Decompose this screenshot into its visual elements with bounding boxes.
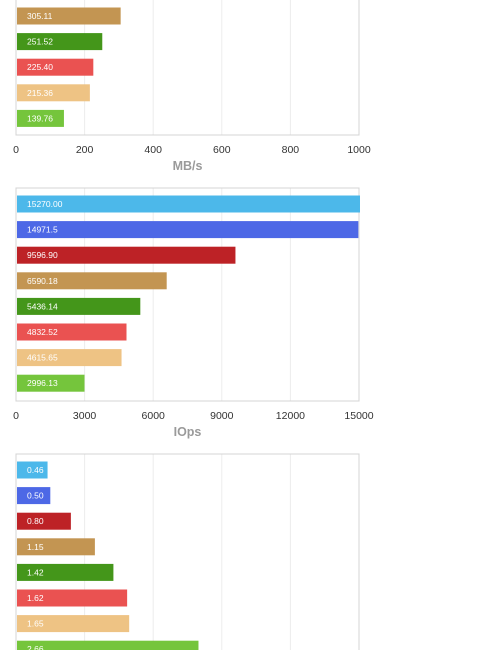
bar-value-label: 6590.18: [27, 276, 58, 286]
chart-panel-3: 0.46 0.50 0.80 1.15 1.42 1.62 1.65 2.66: [15, 453, 360, 650]
bar-value-label: 1.42: [27, 567, 44, 577]
bar-value-label: 0.80: [27, 516, 44, 526]
bar: [17, 7, 121, 25]
bar: [17, 272, 167, 290]
plot-frame: [15, 187, 360, 402]
plot-frame: [15, 453, 360, 650]
bar-value-label: 0.50: [27, 491, 44, 501]
x-tick-label: 0: [13, 144, 19, 156]
x-tick-label: 800: [282, 144, 300, 156]
bar: [17, 538, 95, 556]
x-tick-label: 9000: [210, 410, 234, 422]
x-tick-label: 6000: [142, 410, 166, 422]
bar-value-label: 225.40: [27, 62, 53, 72]
bar-value-label: 1.15: [27, 542, 44, 552]
bar-value-label: 14971.5: [27, 225, 58, 235]
x-tick-label: 400: [144, 144, 162, 156]
x-axis-title: MB/s: [173, 159, 203, 173]
bar: [17, 374, 85, 392]
bar: [17, 589, 128, 607]
chart-panel-2: 15270.00 14971.5 9596.90 6590.18 5436.14 4832…: [13, 187, 374, 439]
bar: [17, 221, 359, 239]
bar-value-label: 0.46: [27, 465, 44, 475]
x-axis-title: IOps: [174, 425, 202, 439]
bar: [17, 461, 48, 479]
bar-value-label: 15270.00: [27, 199, 63, 209]
bar-value-label: 1.65: [27, 619, 44, 629]
bar-value-label: 139.76: [27, 113, 53, 123]
plot-frame: [15, 0, 360, 136]
x-tick-label: 600: [213, 144, 231, 156]
x-tick-label: 200: [76, 144, 94, 156]
bar: [17, 195, 360, 213]
bar-value-label: 215.36: [27, 88, 53, 98]
bar: [17, 615, 130, 633]
bar: [17, 58, 94, 76]
bar-value-label: 4832.52: [27, 327, 58, 337]
x-tick-label: 1000: [347, 144, 371, 156]
x-tick-label: 12000: [276, 410, 305, 422]
x-tick-label: 0: [13, 410, 19, 422]
bar: [17, 33, 103, 51]
bar: [17, 297, 141, 315]
bar: [17, 84, 90, 102]
bar-value-label: 1.62: [27, 593, 44, 603]
bar: [17, 563, 114, 581]
bar-value-label: 9596.90: [27, 250, 58, 260]
bar: [17, 487, 51, 505]
bar: [17, 349, 122, 367]
x-tick-label: 3000: [73, 410, 97, 422]
bar: [17, 109, 64, 127]
bar-value-label: 305.11: [27, 11, 53, 21]
bar: [17, 512, 71, 530]
bar: [17, 246, 236, 264]
bar-value-label: 2996.13: [27, 378, 58, 388]
bar-value-label: 5436.14: [27, 301, 58, 311]
x-tick-label: 15000: [344, 410, 373, 422]
bar-value-label: 4615.65: [27, 353, 58, 363]
bar: [17, 323, 127, 341]
chart-panel-1: 305.11 251.52 225.40 215.36 139.76 0 200 400 600…: [13, 0, 371, 173]
bar-value-label: 251.52: [27, 37, 53, 47]
bar: [17, 640, 199, 650]
bar-value-label: 2.66: [27, 644, 44, 650]
